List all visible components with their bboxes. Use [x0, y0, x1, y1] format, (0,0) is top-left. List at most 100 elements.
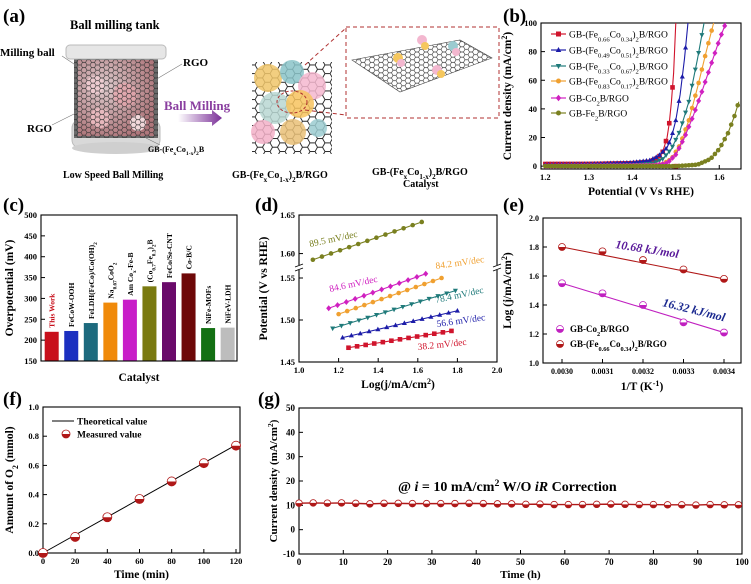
- x-tick-label: 0: [297, 557, 302, 567]
- text-segment: Co: [610, 47, 621, 57]
- text-segment: Co: [610, 63, 621, 73]
- bar: [181, 273, 196, 361]
- data-point-marker: [334, 302, 341, 309]
- marker-fill: [295, 503, 303, 507]
- y-tick-label: 1.4: [529, 301, 539, 310]
- plot-frame: [40, 214, 238, 362]
- y-axis-label: Potential (V vs RHE): [258, 237, 270, 341]
- data-point-marker: [326, 305, 332, 312]
- data-point-marker: [102, 512, 113, 523]
- data-point-marker: [556, 163, 561, 169]
- data-point-marker: [679, 265, 688, 274]
- text-segment: x: [132, 270, 138, 273]
- marker-fill: [366, 503, 374, 508]
- text-segment: This Work: [48, 293, 57, 328]
- data-point-marker: [656, 158, 663, 164]
- text-segment: 0.17: [621, 83, 633, 90]
- ball-milling-tank-illustration: [65, 44, 167, 154]
- text-segment: 2: [500, 36, 509, 40]
- text-segment: B: [199, 145, 205, 154]
- x-tick-label: 60: [560, 557, 570, 567]
- data-point-marker: [365, 315, 371, 321]
- text-segment: Co: [610, 339, 621, 349]
- text-segment: ): [268, 419, 280, 423]
- data-point-marker: [715, 40, 721, 47]
- text-segment: ): [632, 62, 635, 73]
- data-point-marker: [689, 115, 695, 122]
- data-point-marker: [379, 296, 384, 302]
- marker-fill: [309, 502, 317, 507]
- data-point-marker: [621, 160, 627, 165]
- legend-label: GB-(Fe0.66Co0.34)2B/RGO: [569, 30, 668, 44]
- data-point-marker: [653, 163, 659, 169]
- tafel-slope-label: 84.2 mV/dec: [435, 255, 485, 272]
- text-segment: ): [659, 381, 663, 393]
- data-point-marker: [422, 499, 431, 508]
- data-point-marker: [702, 53, 708, 59]
- data-point-marker: [454, 308, 460, 313]
- bar: [142, 286, 157, 361]
- x-tick-label: 0: [41, 556, 45, 566]
- data-point-marker: [712, 151, 718, 157]
- data-point-marker: [383, 232, 388, 237]
- data-point-marker: [361, 292, 367, 299]
- text-segment: Current density (mA/cm: [502, 39, 514, 160]
- y-tick-label: 1.60: [280, 249, 295, 259]
- data-point-marker: [718, 31, 724, 38]
- legend-label: Measured value: [77, 431, 141, 441]
- bar: [44, 331, 59, 361]
- data-point-marker: [670, 85, 675, 90]
- data-point-marker: [309, 499, 317, 507]
- data-point-marker: [409, 302, 415, 307]
- y-axis-label: Amount of O2 (mmol): [4, 426, 20, 533]
- zoom-connector-line: [304, 27, 347, 66]
- y-tick-label: 50: [286, 403, 296, 413]
- text-segment: ): [193, 145, 196, 154]
- data-point-marker: [380, 499, 388, 508]
- tank-title: Ball milling tank: [70, 18, 160, 32]
- marker-fill: [680, 322, 687, 326]
- plot-frame: [542, 217, 742, 364]
- data-point-marker: [413, 284, 419, 290]
- text-segment: B/RGO: [639, 63, 668, 73]
- x-tick-label: 0.0032: [632, 367, 654, 376]
- x-axis-label: Potential (V Vs RHE): [588, 186, 694, 198]
- y-tick-label: 0: [291, 525, 296, 535]
- text-segment: (Co: [145, 270, 154, 282]
- data-point-marker: [392, 229, 397, 234]
- data-point-marker: [598, 247, 607, 256]
- data-point-marker: [693, 93, 698, 98]
- legend-entry: Measured value: [61, 429, 141, 441]
- data-point-marker: [624, 163, 630, 169]
- marker-fill: [565, 504, 572, 508]
- text-segment: GB-(Fe: [372, 167, 404, 178]
- y-tick-label: 1.0: [529, 359, 539, 368]
- x-tick-label: 40: [103, 556, 112, 566]
- data-point-marker: [702, 79, 708, 86]
- data-point-marker: [722, 22, 728, 29]
- text-segment: -1: [653, 379, 660, 388]
- x-tick-label: 30: [427, 557, 437, 567]
- data-point-marker: [414, 334, 420, 339]
- marker-fill: [167, 481, 177, 486]
- data-point-marker: [362, 302, 367, 308]
- data-point-marker: [663, 153, 669, 158]
- data-point-marker: [396, 290, 401, 296]
- marker-fill: [338, 502, 345, 507]
- y-tick-label: 40: [286, 427, 296, 437]
- data-point-marker: [343, 298, 349, 305]
- data-point-marker: [363, 342, 368, 348]
- data-point-marker: [347, 321, 353, 326]
- marker-fill: [579, 504, 586, 508]
- data-point-marker: [618, 163, 623, 169]
- data-point-marker: [709, 59, 715, 66]
- data-point-marker: [380, 339, 386, 345]
- text-segment: 2: [636, 83, 639, 90]
- marker-fill: [324, 503, 331, 507]
- data-point-marker: [699, 67, 705, 72]
- data-point-marker: [546, 163, 551, 169]
- x-tick-label: 1.4: [627, 172, 638, 182]
- data-point-marker: [617, 160, 623, 165]
- text-segment: 2: [11, 465, 20, 469]
- data-point-marker: [669, 130, 676, 136]
